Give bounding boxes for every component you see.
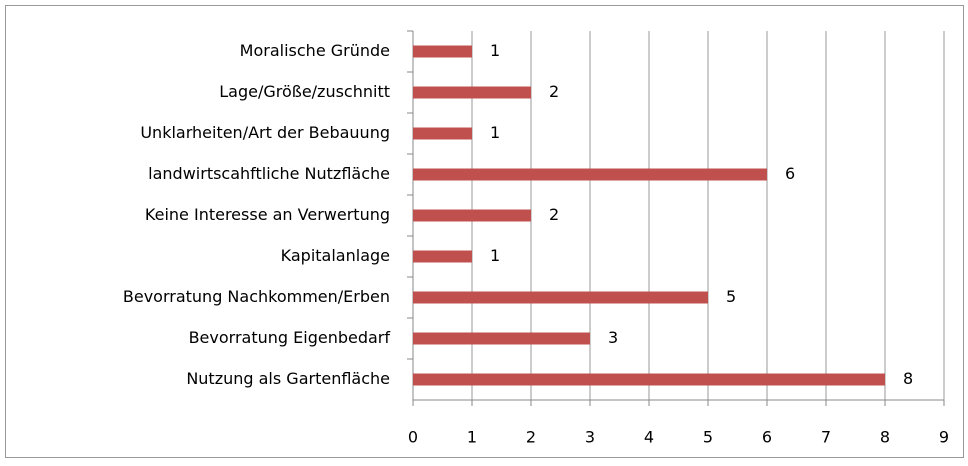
data-label: 3: [608, 328, 618, 347]
y-tick-label: Kapitalanlage: [281, 246, 390, 265]
bar: [413, 45, 472, 58]
y-tick-label: Unklarheiten/Art der Bebauung: [140, 123, 390, 142]
y-tick-label: Moralische Gründe: [240, 41, 390, 60]
x-tick-label: 8: [880, 428, 890, 447]
data-label: 1: [490, 246, 500, 265]
y-tick-label: Bevorratung Nachkommen/Erben: [123, 287, 390, 306]
x-tick-label: 4: [644, 428, 654, 447]
bar: [413, 291, 708, 304]
x-tick-label: 9: [939, 428, 949, 447]
x-tick-label: 2: [526, 428, 536, 447]
data-label: 2: [549, 82, 559, 101]
y-tick-label: Bevorratung Eigenbedarf: [189, 328, 391, 347]
bar: [413, 168, 767, 181]
y-tick-label: landwirtscahftliche Nutzfläche: [148, 164, 390, 183]
x-tick-label: 3: [585, 428, 595, 447]
x-tick-label: 0: [408, 428, 418, 447]
bar: [413, 127, 472, 140]
chart-border: [5, 5, 964, 458]
y-tick-label: Lage/Größe/zuschnitt: [219, 82, 390, 101]
x-tick-label: 1: [467, 428, 477, 447]
data-label: 1: [490, 123, 500, 142]
bar: [413, 86, 531, 99]
data-label: 8: [903, 369, 913, 388]
bar: [413, 209, 531, 222]
data-label: 2: [549, 205, 559, 224]
x-tick-label: 7: [821, 428, 831, 447]
data-label: 1: [490, 41, 500, 60]
data-label: 5: [726, 287, 736, 306]
bar: [413, 373, 885, 386]
bar: [413, 250, 472, 263]
x-tick-label: 5: [703, 428, 713, 447]
y-tick-label: Nutzung als Gartenfläche: [186, 369, 390, 388]
data-label: 6: [785, 164, 795, 183]
x-tick-label: 6: [762, 428, 772, 447]
bar: [413, 332, 590, 345]
y-tick-label: Keine Interesse an Verwertung: [145, 205, 390, 224]
